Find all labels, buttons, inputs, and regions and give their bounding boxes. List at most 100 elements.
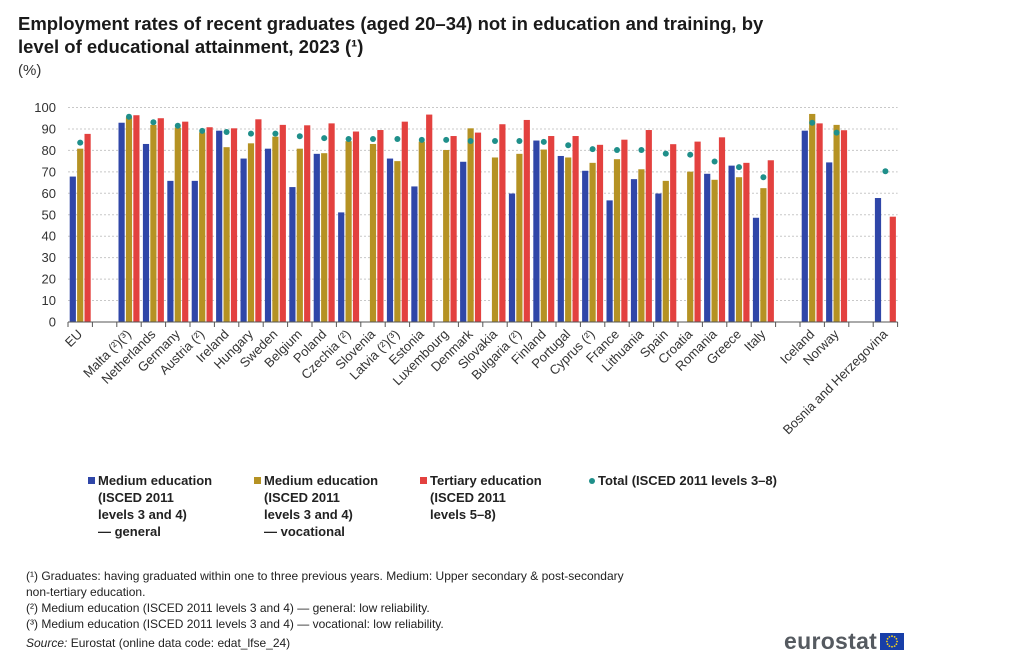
bar-tertiary: [499, 124, 506, 322]
dot-total: [492, 137, 498, 144]
dot-total: [467, 137, 474, 144]
y-tick-label: 20: [42, 272, 56, 287]
eurostat-logo: eurostat: [784, 628, 905, 654]
bar-medium-vocational: [394, 161, 401, 322]
bar-tertiary: [182, 121, 189, 322]
x-category-label: Italy: [741, 326, 769, 354]
bar-tertiary: [523, 119, 530, 322]
dot-total: [418, 136, 425, 143]
bar-tertiary: [133, 115, 140, 322]
bar-medium-general: [411, 186, 418, 322]
dot-total: [321, 135, 328, 142]
bar-tertiary: [474, 132, 482, 322]
bar-medium-general: [69, 176, 76, 322]
y-axis-ticks: 0 10 20 30 40 50 60 70 80 90 100: [34, 100, 56, 330]
bar-medium-vocational: [125, 117, 133, 322]
legend-swatch-tertiary: [420, 477, 427, 484]
dot-total: [77, 139, 84, 146]
dot-total: [760, 174, 767, 181]
bar-medium-general: [338, 212, 345, 322]
bar-medium-vocational: [516, 153, 523, 322]
bar-tertiary: [767, 160, 774, 322]
bar-medium-vocational: [199, 132, 206, 322]
bar-medium-vocational: [687, 171, 694, 322]
bar-medium-general: [460, 161, 467, 322]
dot-total: [394, 136, 401, 143]
bar-medium-general: [752, 217, 760, 322]
bar-medium-general: [167, 180, 174, 322]
bar-medium-vocational: [735, 177, 743, 322]
bar-medium-vocational: [711, 179, 718, 322]
y-tick-label: 30: [42, 250, 56, 265]
bar-medium-vocational: [589, 162, 596, 322]
bar-tertiary: [304, 125, 311, 322]
dot-total: [565, 142, 572, 149]
bar-tertiary: [230, 128, 238, 322]
source-label: Source:: [26, 636, 68, 650]
dot-total: [833, 129, 840, 136]
bar-medium-general: [826, 162, 833, 322]
dot-total: [809, 119, 816, 126]
unit-label: (%): [18, 62, 42, 79]
legend-item-total: Total (ISCED 2011 levels 3–8): [588, 472, 777, 489]
bar-medium-general: [728, 165, 735, 322]
bar-medium-vocational: [272, 136, 279, 322]
legend: Medium education (ISCED 2011 levels 3 an…: [88, 472, 808, 542]
bar-medium-vocational: [247, 143, 255, 322]
bar-medium-general: [118, 122, 125, 323]
y-tick-label: 10: [42, 293, 56, 308]
bar-medium-vocational: [833, 124, 840, 322]
dot-total: [662, 150, 669, 157]
footnote-3: (³) Medium education (ISCED 2011 levels …: [26, 617, 444, 631]
y-tick-label: 70: [42, 164, 56, 179]
dot-total: [443, 136, 450, 143]
bar-medium-general: [704, 173, 711, 322]
y-tick-label: 80: [42, 143, 56, 158]
bar-tertiary: [572, 136, 579, 322]
dot-total: [345, 136, 352, 143]
bar-medium-general: [240, 158, 247, 322]
bar-medium-general: [216, 130, 223, 322]
bar-tertiary: [645, 130, 652, 322]
bar-tertiary: [279, 124, 286, 322]
legend-item-medium-general: Medium education (ISCED 2011 levels 3 an…: [88, 472, 212, 540]
dot-total: [711, 158, 718, 165]
bar-medium-vocational: [491, 157, 499, 322]
bar-medium-vocational: [809, 113, 816, 322]
bar-medium-general: [557, 155, 564, 322]
dot-total: [199, 127, 206, 134]
dot-total: [540, 138, 547, 145]
bar-tertiary: [816, 123, 823, 322]
bars: [69, 113, 896, 323]
bar-tertiary: [377, 130, 384, 322]
dot-total: [736, 164, 742, 171]
legend-label: Medium education (ISCED 2011 levels 3 an…: [264, 473, 379, 539]
bar-medium-vocational: [662, 180, 669, 322]
bar-tertiary: [743, 162, 750, 322]
y-tick-label: 100: [34, 100, 56, 115]
bar-tertiary: [670, 144, 677, 322]
footnotes: (¹) Graduates: having graduated within o…: [26, 568, 766, 651]
footnote-1-line-2: non-tertiary education.: [26, 585, 146, 599]
source-line: Source: Eurostat (online data code: edat…: [26, 635, 766, 651]
bar-medium-general: [874, 198, 882, 322]
chart-title: Employment rates of recent graduates (ag…: [18, 13, 764, 57]
bar-medium-vocational: [369, 143, 377, 322]
bar-medium-vocational: [760, 188, 767, 322]
bar-medium-general: [606, 200, 613, 322]
source-text: Eurostat (online data code: edat_lfse_24…: [67, 636, 291, 650]
bar-medium-general: [264, 148, 272, 322]
legend-swatch-medium-general: [88, 477, 95, 484]
bar-medium-general: [801, 130, 808, 322]
bar-medium-general: [630, 179, 638, 322]
bar-tertiary: [426, 114, 433, 323]
dot-total: [589, 146, 596, 153]
bar-tertiary: [889, 216, 896, 322]
dot-total: [638, 146, 645, 153]
bar-medium-vocational: [565, 157, 572, 322]
bar-tertiary: [84, 133, 91, 322]
bar-tertiary: [450, 136, 457, 322]
bar-medium-general: [289, 187, 296, 322]
bar-tertiary: [840, 130, 848, 322]
